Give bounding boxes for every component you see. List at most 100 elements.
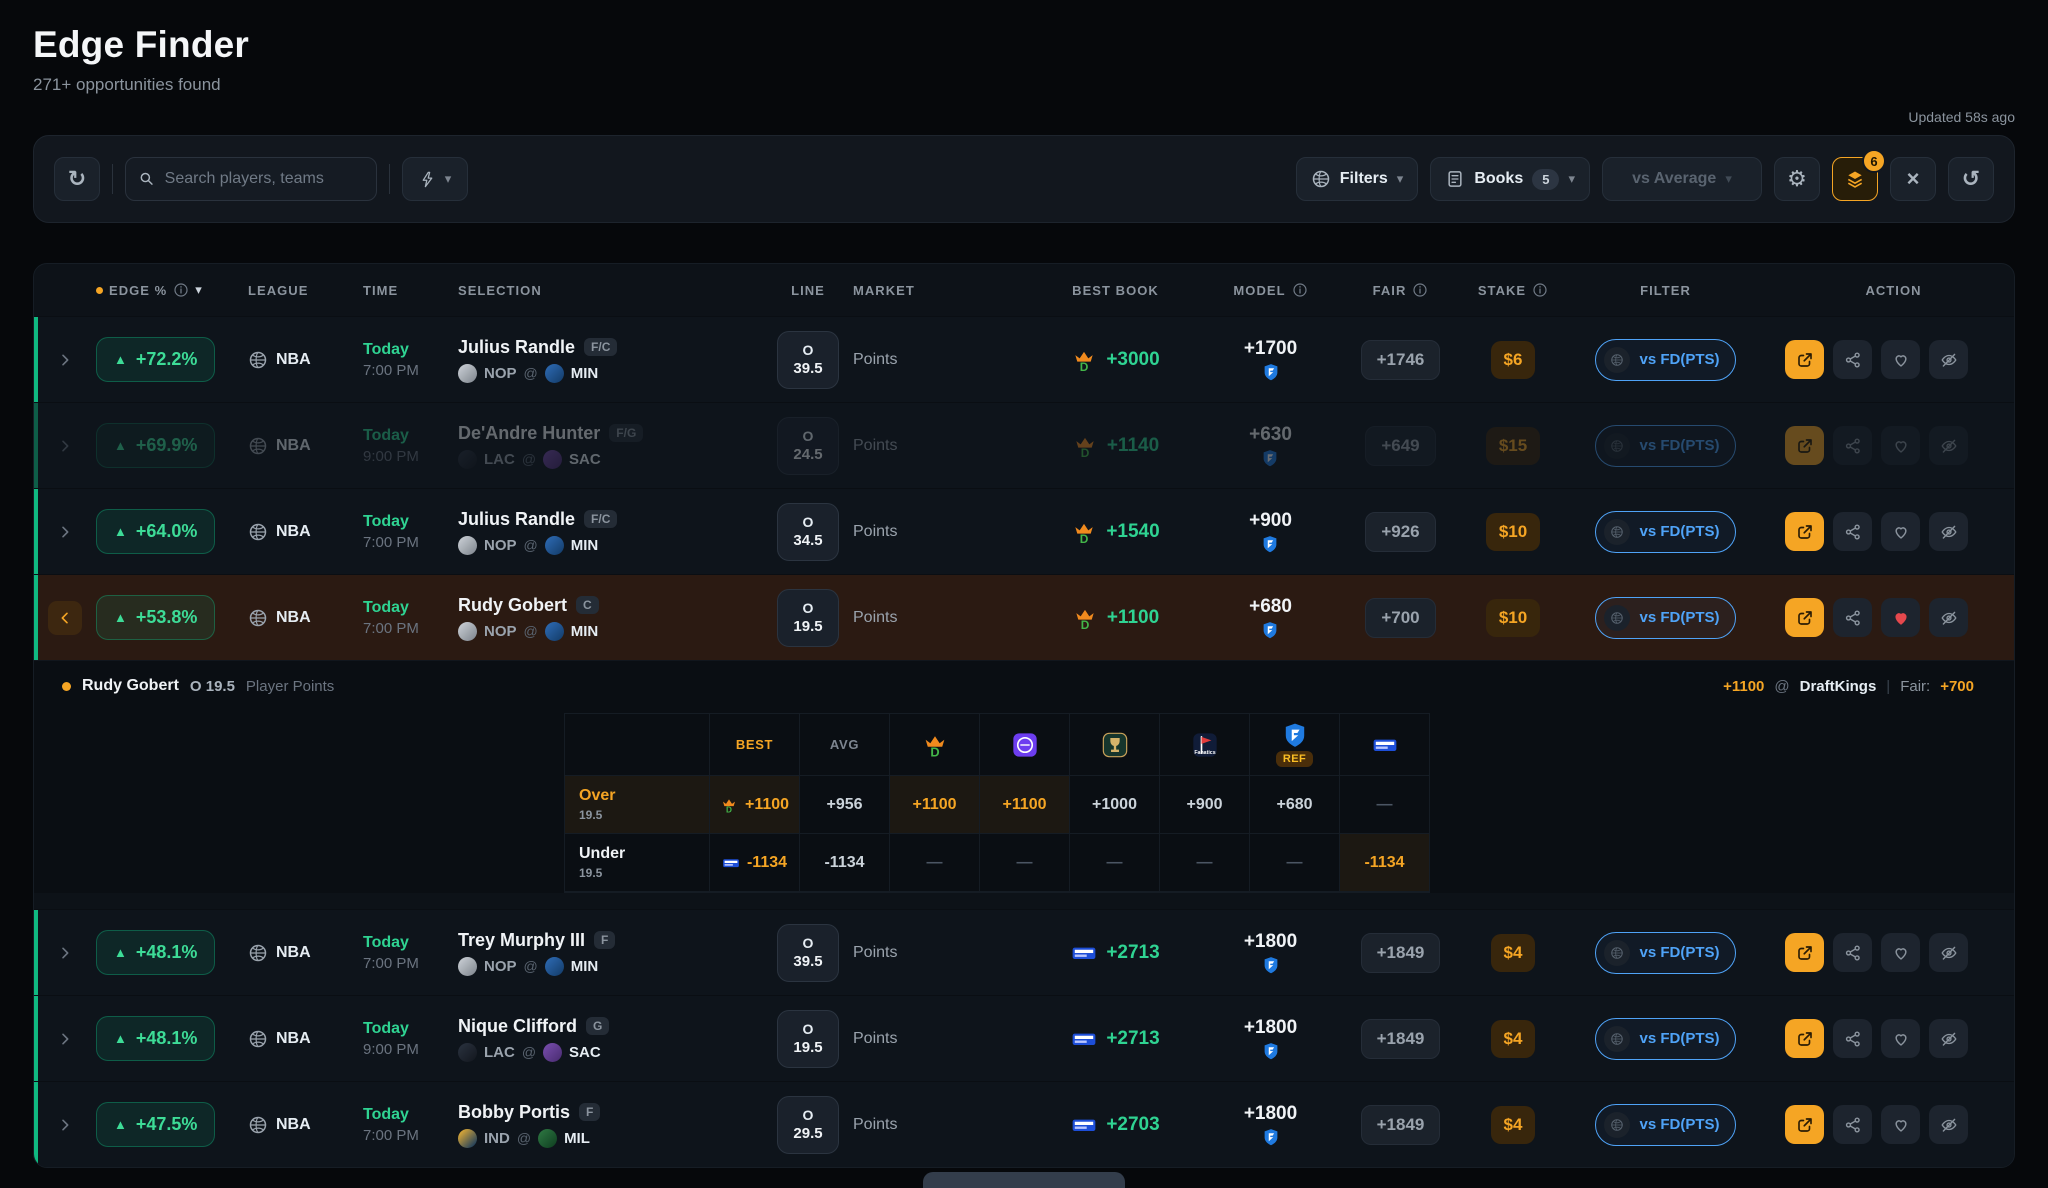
favorite-button[interactable] — [1881, 426, 1920, 465]
table-row-expanded: ▲ +53.8% NBA Today 7:00 PM Rudy Gobert C NO… — [34, 574, 2014, 660]
filter-pill[interactable]: vs FD(PTS) — [1595, 338, 1736, 381]
column-league[interactable]: LEAGUE — [248, 282, 309, 298]
over-odds-fanduel[interactable]: +680 — [1250, 776, 1340, 834]
info-icon[interactable] — [1532, 282, 1548, 298]
search-box[interactable] — [125, 157, 377, 201]
info-icon[interactable] — [173, 282, 189, 298]
favorite-button[interactable] — [1881, 1105, 1920, 1144]
hide-button[interactable] — [1929, 598, 1968, 637]
column-stake[interactable]: STAKE — [1468, 282, 1558, 298]
settings-button[interactable]: ⚙ — [1774, 157, 1820, 201]
best-odds: +2713 — [1106, 1027, 1160, 1049]
column-best-book[interactable]: BEST BOOK — [1072, 282, 1159, 298]
filter-pill[interactable]: vs FD(PTS) — [1595, 931, 1736, 974]
share-button[interactable] — [1833, 1105, 1872, 1144]
favorite-button[interactable] — [1881, 933, 1920, 972]
share-button[interactable] — [1833, 512, 1872, 551]
open-bet-button[interactable] — [1785, 598, 1824, 637]
triangle-up-icon: ▲ — [114, 352, 127, 367]
column-action[interactable]: ACTION — [1865, 282, 1922, 298]
favorite-button[interactable] — [1881, 1019, 1920, 1058]
presets-button[interactable]: 6 — [1832, 149, 1886, 201]
hide-button[interactable] — [1929, 426, 1968, 465]
yourway-icon — [1372, 732, 1398, 758]
hide-button[interactable] — [1929, 933, 1968, 972]
clear-button[interactable]: × — [1890, 157, 1936, 201]
expand-row-button[interactable] — [48, 1108, 82, 1142]
column-model[interactable]: MODEL — [1208, 282, 1333, 298]
over-odds-hardrock[interactable]: +1100 — [980, 776, 1070, 834]
filter-label: vs FD(PTS) — [1639, 437, 1720, 454]
expand-row-button[interactable] — [48, 343, 82, 377]
filter-pill[interactable]: vs FD(PTS) — [1595, 596, 1736, 639]
reset-button[interactable]: ↺ — [1948, 157, 1994, 201]
column-time[interactable]: TIME — [363, 282, 399, 298]
open-bet-button[interactable] — [1785, 1105, 1824, 1144]
favorite-button[interactable] — [1881, 340, 1920, 379]
open-bet-button[interactable] — [1785, 340, 1824, 379]
share-button[interactable] — [1833, 598, 1872, 637]
edge-badge: ▲ +48.1% — [96, 1016, 216, 1061]
market-label: Points — [853, 522, 898, 540]
filter-pill[interactable]: vs FD(PTS) — [1595, 510, 1736, 553]
filter-pill[interactable]: vs FD(PTS) — [1595, 1103, 1736, 1146]
hide-button[interactable] — [1929, 1105, 1968, 1144]
open-bet-button[interactable] — [1785, 933, 1824, 972]
fair-odds: +1849 — [1360, 1018, 1441, 1059]
over-odds-fanatics[interactable]: +900 — [1160, 776, 1250, 834]
away-team-logo — [458, 535, 477, 555]
share-icon — [1844, 437, 1862, 455]
filter-pill[interactable]: vs FD(PTS) — [1595, 1017, 1736, 1060]
column-line[interactable]: LINE — [791, 282, 825, 298]
favorite-button-active[interactable] — [1881, 598, 1920, 637]
share-icon — [1844, 1116, 1862, 1134]
fanduel-icon — [1261, 535, 1279, 553]
column-fair[interactable]: FAIR — [1333, 282, 1468, 298]
column-selection[interactable]: SELECTION — [458, 282, 542, 298]
column-market[interactable]: MARKET — [853, 282, 915, 298]
filters-button[interactable]: Filters ▾ — [1295, 157, 1419, 201]
home-team: MIL — [564, 1129, 590, 1147]
expand-row-button[interactable] — [48, 936, 82, 970]
compare-mode-button[interactable]: vs Average ▾ — [1602, 157, 1762, 201]
favorite-button[interactable] — [1881, 512, 1920, 551]
collapse-row-button[interactable] — [48, 600, 82, 635]
info-icon[interactable] — [1412, 282, 1428, 298]
search-input[interactable] — [164, 170, 364, 188]
home-team-logo — [543, 1042, 563, 1062]
position-badge: F/G — [609, 424, 644, 442]
open-bet-button[interactable] — [1785, 1019, 1824, 1058]
column-filter[interactable]: FILTER — [1640, 282, 1691, 298]
hide-button[interactable] — [1929, 512, 1968, 551]
share-button[interactable] — [1833, 426, 1872, 465]
expanded-best-odds: +1100 — [1723, 677, 1765, 695]
books-button[interactable]: Books 5 ▾ — [1430, 157, 1590, 201]
fanduel-icon — [1261, 449, 1279, 467]
open-bet-button[interactable] — [1785, 512, 1824, 551]
refresh-button[interactable]: ↻ — [54, 157, 100, 201]
hide-button[interactable] — [1929, 340, 1968, 379]
league-label: NBA — [276, 943, 311, 961]
horizontal-scrollbar[interactable] — [923, 1172, 1125, 1188]
share-button[interactable] — [1833, 933, 1872, 972]
open-bet-button[interactable] — [1785, 426, 1824, 465]
info-icon[interactable] — [1292, 282, 1308, 298]
filter-pill[interactable]: vs FD(PTS) — [1595, 424, 1736, 467]
quick-actions-button[interactable]: ▾ — [402, 157, 468, 201]
hide-button[interactable] — [1929, 1019, 1968, 1058]
expand-row-button[interactable] — [48, 1022, 82, 1056]
home-team: MIN — [570, 957, 599, 975]
basketball-icon — [1610, 946, 1624, 960]
player-name: Bobby Portis — [458, 1101, 571, 1122]
line-pill: O 39.5 — [777, 923, 839, 982]
toolbar: ↻ ▾ Filters ▾ Books 5 ▾ — [33, 135, 2015, 223]
share-button[interactable] — [1833, 1019, 1872, 1058]
expand-row-button[interactable] — [48, 429, 82, 463]
expand-row-button[interactable] — [48, 515, 82, 549]
column-edge[interactable]: EDGE % ▾ — [96, 282, 248, 298]
share-button[interactable] — [1833, 340, 1872, 379]
over-odds-draftkings[interactable]: +1100 — [890, 776, 980, 834]
over-odds-caesars[interactable]: +1000 — [1070, 776, 1160, 834]
under-odds-yourway[interactable]: -1134 — [1340, 834, 1430, 892]
